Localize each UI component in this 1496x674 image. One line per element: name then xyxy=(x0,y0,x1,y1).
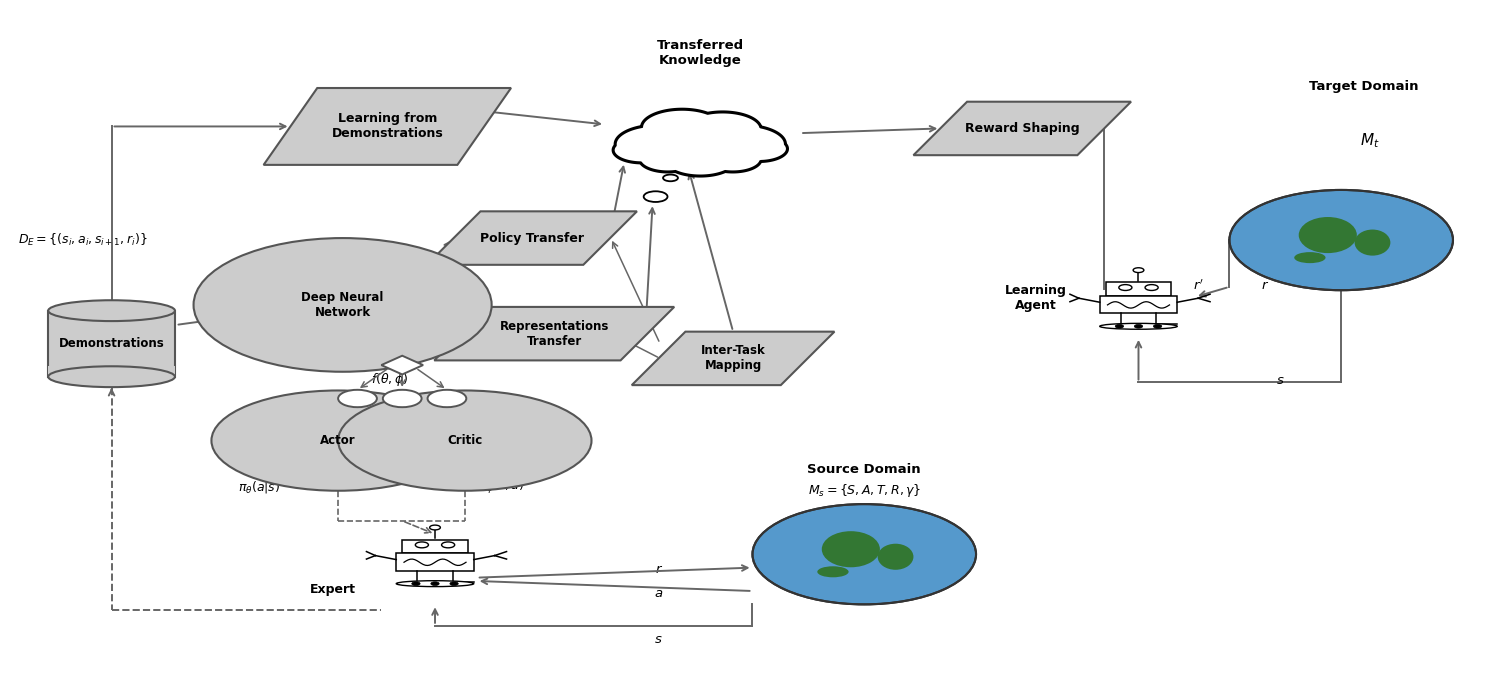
Circle shape xyxy=(429,525,440,530)
Bar xyxy=(48,366,175,377)
Polygon shape xyxy=(381,356,423,375)
Text: Learning
Agent: Learning Agent xyxy=(1005,284,1067,312)
Text: $Q_\phi(s,a)$: $Q_\phi(s,a)$ xyxy=(477,479,524,496)
Text: Deep Neural
Network: Deep Neural Network xyxy=(301,291,384,319)
Ellipse shape xyxy=(1294,252,1325,263)
Ellipse shape xyxy=(48,300,175,321)
Circle shape xyxy=(1115,324,1123,328)
Circle shape xyxy=(1230,190,1453,290)
Text: Target Domain: Target Domain xyxy=(1309,80,1418,93)
Text: Demonstrations: Demonstrations xyxy=(58,337,165,350)
Ellipse shape xyxy=(878,544,914,570)
Ellipse shape xyxy=(193,238,492,372)
Polygon shape xyxy=(263,88,512,165)
Ellipse shape xyxy=(1354,230,1390,255)
Text: Representations
Transfer: Representations Transfer xyxy=(500,319,609,348)
Bar xyxy=(402,540,468,553)
Text: $\pi_\theta(a|s)$: $\pi_\theta(a|s)$ xyxy=(238,479,280,495)
Circle shape xyxy=(1119,284,1132,290)
Circle shape xyxy=(441,542,455,548)
Circle shape xyxy=(1144,284,1158,290)
Ellipse shape xyxy=(338,390,591,491)
Text: $r$: $r$ xyxy=(655,563,663,576)
Ellipse shape xyxy=(48,366,175,387)
Text: $M_s = \{S, A, T, R, \gamma\}$: $M_s = \{S, A, T, R, \gamma\}$ xyxy=(808,482,922,499)
Bar xyxy=(48,311,175,377)
Text: Critic: Critic xyxy=(447,434,482,447)
Text: Learning from
Demonstrations: Learning from Demonstrations xyxy=(332,113,443,140)
Text: Inter-Task
Mapping: Inter-Task Mapping xyxy=(700,344,766,373)
Ellipse shape xyxy=(211,390,465,491)
Circle shape xyxy=(1134,324,1143,328)
Text: Source Domain: Source Domain xyxy=(808,463,922,476)
Ellipse shape xyxy=(821,531,880,568)
Text: $r$: $r$ xyxy=(1261,279,1269,292)
Text: $r'$: $r'$ xyxy=(1192,278,1203,293)
Circle shape xyxy=(450,582,458,586)
Text: Reward Shaping: Reward Shaping xyxy=(965,122,1080,135)
Ellipse shape xyxy=(1299,217,1357,253)
Circle shape xyxy=(428,390,467,407)
Text: $M_t$: $M_t$ xyxy=(1360,132,1379,150)
Ellipse shape xyxy=(396,581,474,586)
Bar xyxy=(1100,296,1177,313)
Circle shape xyxy=(338,390,377,407)
Text: $s$: $s$ xyxy=(1276,374,1285,387)
Circle shape xyxy=(663,175,678,181)
Polygon shape xyxy=(914,102,1131,155)
Text: $D_E = \{(s_i, a_i, s_{i+1}, r_i)\}$: $D_E = \{(s_i, a_i, s_{i+1}, r_i)\}$ xyxy=(18,232,147,248)
Polygon shape xyxy=(426,212,637,265)
Text: $f(\theta, \phi)$: $f(\theta, \phi)$ xyxy=(371,371,408,388)
Circle shape xyxy=(1132,268,1144,272)
Bar xyxy=(396,553,474,571)
Text: Expert: Expert xyxy=(310,583,356,596)
Text: Policy Transfer: Policy Transfer xyxy=(480,232,583,245)
Circle shape xyxy=(416,542,428,548)
Ellipse shape xyxy=(817,566,848,578)
Polygon shape xyxy=(631,332,835,385)
Circle shape xyxy=(411,582,420,586)
Circle shape xyxy=(752,504,975,605)
Polygon shape xyxy=(613,109,787,176)
Circle shape xyxy=(1153,324,1162,328)
Circle shape xyxy=(383,390,422,407)
Polygon shape xyxy=(434,307,675,361)
Text: Actor: Actor xyxy=(320,434,356,447)
Text: $s$: $s$ xyxy=(654,633,663,646)
Circle shape xyxy=(431,582,440,586)
Circle shape xyxy=(643,191,667,202)
Bar xyxy=(1106,282,1171,296)
Text: $a$: $a$ xyxy=(654,586,663,599)
Ellipse shape xyxy=(1100,324,1177,329)
Text: Transferred
Knowledge: Transferred Knowledge xyxy=(657,39,744,67)
